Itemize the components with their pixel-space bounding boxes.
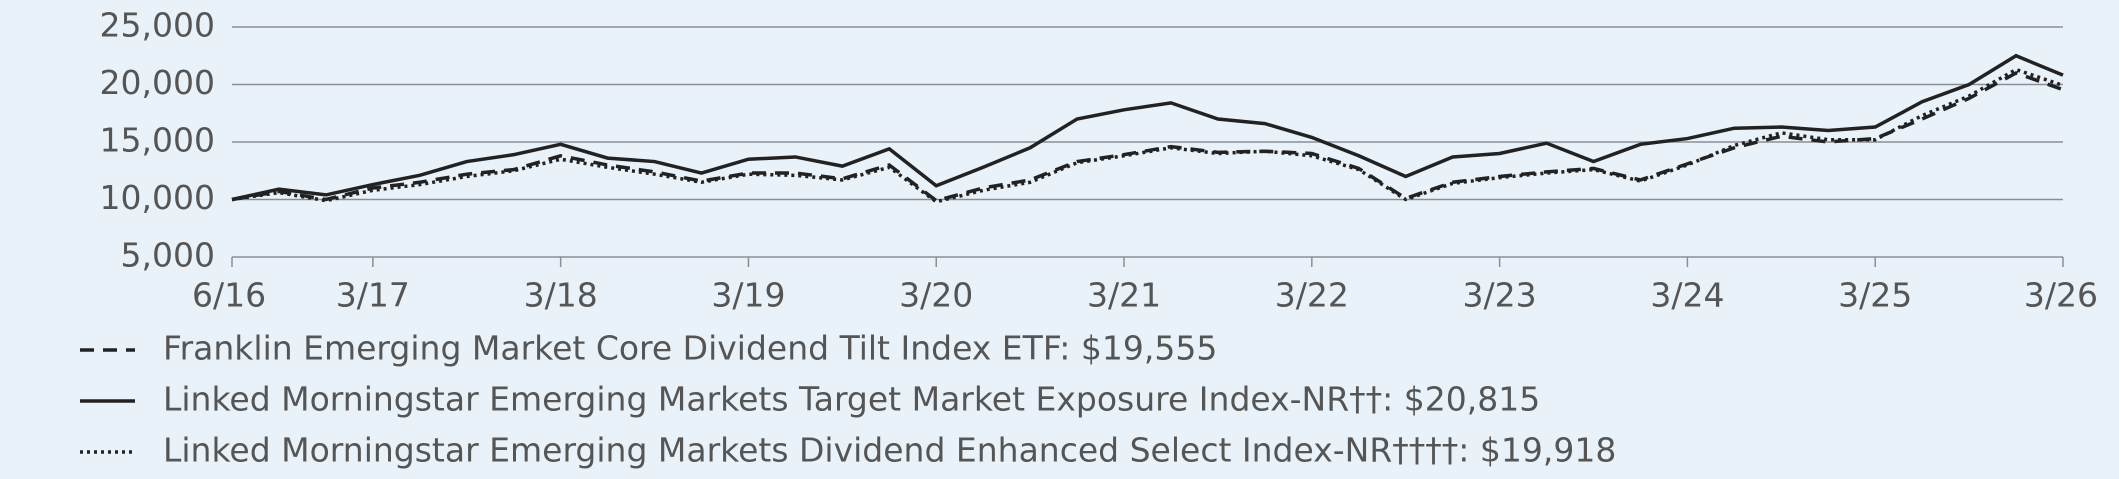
x-tick-label: 3/18 <box>524 276 598 315</box>
legend-label: Linked Morningstar Emerging Markets Divi… <box>163 431 1616 470</box>
legend-label: Franklin Emerging Market Core Dividend T… <box>163 329 1217 368</box>
y-tick-label: 10,000 <box>100 178 215 217</box>
x-tick-label: 3/26 <box>2024 276 2098 315</box>
x-tick-label: 3/25 <box>1838 276 1912 315</box>
legend-label: Linked Morningstar Emerging Markets Targ… <box>163 380 1540 419</box>
y-tick-label: 15,000 <box>100 121 215 160</box>
x-tick-label: 3/22 <box>1275 276 1349 315</box>
series-line <box>231 67 2064 204</box>
x-tick-label: 6/16 <box>192 276 266 315</box>
y-tick-label: 20,000 <box>100 63 215 102</box>
y-tick-label: 25,000 <box>100 6 215 45</box>
y-tick-label: 5,000 <box>121 236 215 275</box>
series-line <box>231 53 2064 202</box>
x-tick-label: 3/24 <box>1650 276 1724 315</box>
series-line <box>231 71 2064 203</box>
x-tick-label: 3/23 <box>1463 276 1537 315</box>
x-tick-label: 3/19 <box>711 276 785 315</box>
x-tick-label: 3/17 <box>336 276 410 315</box>
x-tick-label: 3/21 <box>1087 276 1161 315</box>
x-tick-label: 3/20 <box>899 276 973 315</box>
